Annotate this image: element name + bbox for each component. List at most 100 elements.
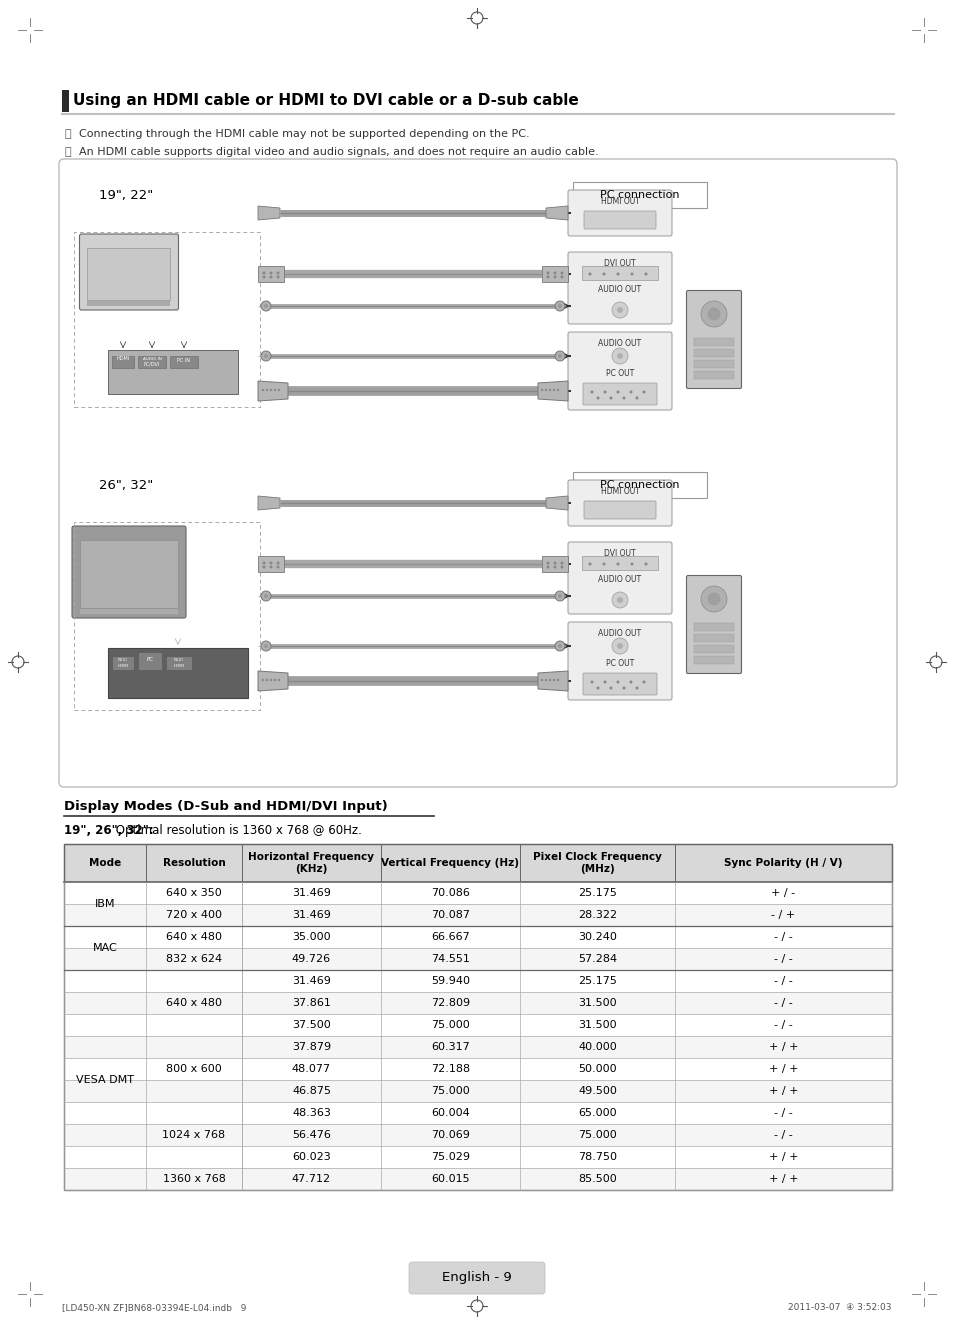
Text: English - 9: English - 9 [441,1271,512,1284]
Text: 72.188: 72.188 [431,1064,470,1074]
Circle shape [609,687,612,690]
Circle shape [612,638,627,654]
Circle shape [707,308,720,320]
Text: Display Modes (D-Sub and HDMI/DVI Input): Display Modes (D-Sub and HDMI/DVI Input) [64,800,387,813]
Text: - / -: - / - [773,1108,792,1117]
FancyBboxPatch shape [79,234,178,310]
Text: 31.500: 31.500 [578,1019,617,1030]
Text: AUDIO OUT: AUDIO OUT [598,629,640,638]
Circle shape [553,565,556,568]
Circle shape [274,389,276,391]
Bar [693,371,733,379]
Text: 19", 22": 19", 22" [99,189,153,203]
Bar [64,904,891,925]
Text: HDMI: HDMI [116,356,130,361]
Circle shape [270,679,272,682]
Circle shape [555,641,564,651]
Text: 50.000: 50.000 [578,1064,617,1074]
Text: Connecting through the HDMI cable may not be supported depending on the PC.: Connecting through the HDMI cable may no… [79,128,529,139]
Circle shape [629,681,632,683]
Text: 31.469: 31.469 [292,888,331,898]
Text: AUDIO OUT: AUDIO OUT [598,286,640,294]
Text: 56.476: 56.476 [292,1129,331,1140]
Bar [74,232,260,406]
Text: 70.087: 70.087 [431,910,470,920]
Text: 26", 32": 26", 32" [99,479,153,493]
Bar [88,301,171,306]
Text: 35.000: 35.000 [292,932,331,941]
Circle shape [616,681,618,683]
Circle shape [630,273,633,275]
Circle shape [617,354,622,359]
Text: 19", 26", 32":: 19", 26", 32": [64,824,153,837]
Circle shape [546,561,549,564]
Text: DVI OUT: DVI OUT [603,549,635,557]
FancyBboxPatch shape [573,471,706,498]
Text: 1360 x 768: 1360 x 768 [162,1174,225,1184]
FancyBboxPatch shape [59,159,896,786]
Bar [80,609,178,614]
Text: AUDIO OUT: AUDIO OUT [598,576,640,584]
Circle shape [540,679,542,682]
Circle shape [544,389,547,391]
Circle shape [262,565,265,568]
Circle shape [277,389,280,391]
Polygon shape [257,207,280,220]
Bar [693,350,733,357]
Text: 31.469: 31.469 [292,910,331,920]
Text: An HDMI cable supports digital video and audio signals, and does not require an : An HDMI cable supports digital video and… [79,147,598,158]
FancyBboxPatch shape [567,332,671,410]
Circle shape [266,389,268,391]
Text: HDMI: HDMI [117,665,129,669]
Bar [64,948,891,970]
Circle shape [264,594,268,598]
Text: 66.667: 66.667 [431,932,470,941]
Circle shape [552,389,555,391]
Text: - / -: - / - [773,998,792,1008]
Bar [64,992,891,1014]
Text: - / +: - / + [771,910,795,920]
Text: 60.317: 60.317 [431,1042,470,1053]
Text: 49.500: 49.500 [578,1086,617,1096]
Text: - / -: - / - [773,1019,792,1030]
Bar [64,1058,891,1080]
Circle shape [264,305,268,308]
Text: + / +: + / + [768,1086,798,1096]
Circle shape [635,396,638,400]
Bar [693,360,733,368]
Circle shape [269,561,273,564]
Circle shape [700,301,726,327]
Bar [64,1102,891,1124]
Bar [693,624,733,632]
Text: Sync Polarity (H / V): Sync Polarity (H / V) [723,858,841,869]
Text: DVI OUT: DVI OUT [603,260,635,267]
Circle shape [700,587,726,612]
Circle shape [269,275,273,278]
Text: IBM: IBM [94,899,115,910]
Text: PC/DVI: PC/DVI [144,361,160,367]
Bar [693,634,733,642]
Bar [64,970,891,992]
Text: AUDIO OUT: AUDIO OUT [598,339,640,348]
FancyBboxPatch shape [583,500,656,519]
Circle shape [552,679,555,682]
Circle shape [635,687,638,690]
Text: 25.175: 25.175 [578,888,617,898]
Text: 640 x 480: 640 x 480 [166,998,222,1008]
FancyBboxPatch shape [409,1262,544,1294]
Polygon shape [257,496,280,510]
Circle shape [262,275,265,278]
FancyBboxPatch shape [567,481,671,526]
Circle shape [557,679,558,682]
Bar [62,90,69,113]
Text: 70.069: 70.069 [431,1129,470,1140]
Text: Horizontal Frequency
(KHz): Horizontal Frequency (KHz) [248,853,375,874]
Bar [64,1014,891,1035]
Text: 70.086: 70.086 [431,888,470,898]
Text: Optimal resolution is 1360 x 768 @ 60Hz.: Optimal resolution is 1360 x 768 @ 60Hz. [112,824,361,837]
Circle shape [540,389,542,391]
FancyBboxPatch shape [582,673,657,695]
Text: 60.004: 60.004 [431,1108,470,1117]
Bar [138,651,162,670]
Circle shape [276,561,279,564]
